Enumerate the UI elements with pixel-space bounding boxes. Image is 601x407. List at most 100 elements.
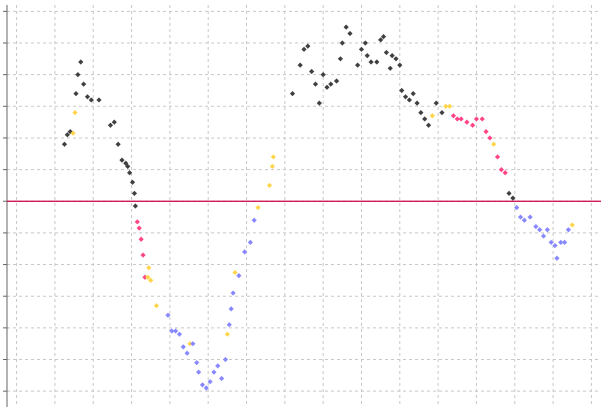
data-point-yellow [270,154,276,160]
data-point-black [127,170,133,176]
data-point-black [337,56,344,62]
data-point-black [84,94,91,100]
data-point-blue [230,290,236,296]
data-point-pink [138,236,144,242]
data-point-black [414,100,420,106]
data-point-blue [219,375,225,382]
data-point-blue [548,239,554,246]
data-point-yellow [187,341,193,347]
data-point-black [107,122,114,128]
data-point-blue [251,217,257,223]
data-point-yellow [447,103,453,109]
data-point-blue [558,239,564,246]
data-point-blue [544,227,550,233]
data-point-black [383,49,389,56]
axes [3,5,8,407]
data-point-yellow [72,110,78,116]
data-point-black [132,203,138,209]
data-point-blue [517,214,524,220]
data-point-pink [470,122,476,128]
data-point-black [374,59,380,65]
data-point-blue [176,331,183,337]
data-point-black [78,59,84,65]
data-point-black [389,53,395,59]
data-point-blue [211,369,217,375]
data-point-blue [540,233,547,239]
data-point-black [343,24,349,30]
data-point-black [362,40,368,46]
data-point-pink [483,129,489,135]
data-point-yellow [148,277,154,283]
data-points [61,24,575,391]
data-point-yellow [491,141,497,147]
data-point-black [418,110,424,116]
data-point-yellow [146,265,152,271]
data-point-pink [134,219,140,225]
data-point-blue [236,273,242,279]
data-point-black [399,87,405,94]
data-point-black [333,78,340,84]
data-point-yellow [224,331,230,337]
data-point-black [115,141,121,147]
data-point-black [81,81,87,87]
data-point-blue [561,239,568,246]
data-point-yellow [266,182,273,189]
data-point-blue [554,255,560,261]
data-point-black [355,62,361,68]
data-point-black [347,30,353,37]
data-point-blue [184,350,190,356]
data-point-black [88,97,94,103]
data-point-black [324,84,330,90]
data-point-black [339,40,345,46]
data-point-black [422,116,428,122]
data-point-pink [450,113,457,119]
data-point-pink [473,116,480,122]
data-point-blue [194,360,200,366]
data-point-pink [458,116,464,122]
data-point-black [510,195,516,201]
data-point-blue [207,379,213,385]
data-point-blue [203,385,209,391]
data-point-blue [196,369,202,375]
data-point-blue [537,227,543,233]
data-point-black [316,100,322,106]
data-point-black [129,179,136,185]
data-point-blue [222,356,229,363]
data-point-yellow [232,269,238,276]
data-point-pink [479,116,485,122]
data-point-blue [180,344,186,350]
data-point-black [380,34,387,40]
data-point-black [75,72,81,78]
data-point-black [506,190,512,196]
data-point-pink [487,135,493,141]
data-point-pink [454,116,460,122]
data-point-black [402,94,409,100]
data-point-black [301,46,307,52]
data-point-black [73,91,79,97]
data-point-blue [527,214,533,220]
data-point-blue [169,328,175,334]
data-point-black [328,81,334,87]
data-point-black [111,119,117,125]
data-point-black [439,110,445,116]
data-point-pink [142,274,148,280]
data-point-black [358,46,365,52]
data-point-blue [552,242,558,249]
data-point-black [397,62,403,68]
data-point-black [320,72,326,78]
data-point-pink [140,252,146,258]
data-point-black [64,132,70,138]
data-point-black [309,68,315,75]
data-point-pink [136,225,142,231]
data-point-pink [494,154,501,160]
data-point-black [425,122,432,128]
data-point-black [410,91,416,97]
data-point-pink [502,170,508,176]
data-point-black [433,100,439,106]
data-point-black [119,157,125,163]
data-point-yellow [269,163,275,170]
data-point-yellow [153,303,160,309]
